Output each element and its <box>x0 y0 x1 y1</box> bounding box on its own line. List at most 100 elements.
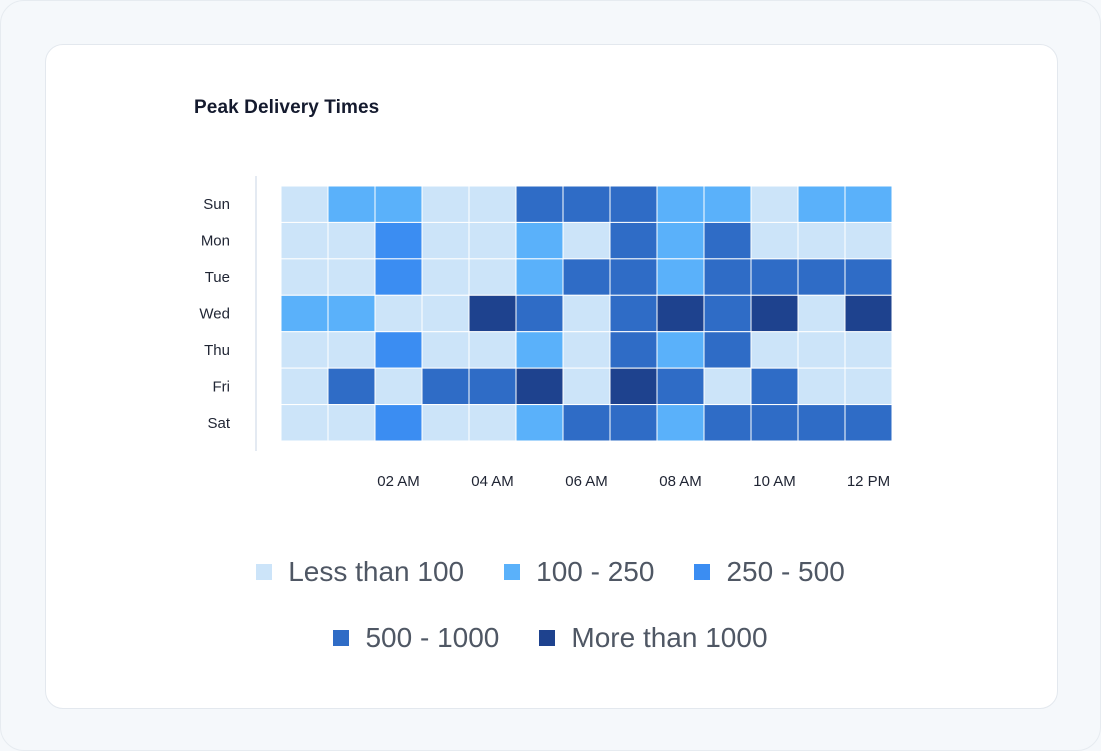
heatmap-cell <box>797 185 846 223</box>
legend-item: 250 - 500 <box>694 556 845 588</box>
heatmap-cell <box>750 331 799 369</box>
y-tick-label: Mon <box>201 233 230 250</box>
legend-swatch <box>333 630 350 646</box>
legend-label: More than 1000 <box>571 622 768 653</box>
heatmap-cell <box>797 404 846 442</box>
heatmap-cell <box>468 331 517 369</box>
heatmap-cell <box>797 294 846 333</box>
y-tick-label: Wed <box>199 306 230 323</box>
heatmap-cell <box>750 294 799 333</box>
heatmap-cell <box>844 294 893 333</box>
legend-label: 100 - 250 <box>536 556 655 587</box>
heatmap-cell <box>280 258 329 296</box>
heatmap-cell <box>421 331 470 369</box>
heatmap-cell <box>327 221 376 260</box>
y-axis-labels: Sun Mon Tue Wed Thu Fri Sat <box>199 196 230 432</box>
legend-item: Less than 100 <box>256 556 464 588</box>
heatmap-cell <box>515 331 564 369</box>
heatmap-cell <box>562 185 611 223</box>
legend-label: Less than 100 <box>288 556 465 587</box>
heatmap-cell <box>468 185 517 223</box>
heatmap-cell <box>844 404 893 442</box>
heatmap-cell <box>844 185 893 223</box>
x-tick-label: 06 AM <box>565 473 608 490</box>
heatmap-cell <box>562 221 611 260</box>
heatmap-cell <box>844 221 893 260</box>
heatmap-cell <box>656 258 705 296</box>
heatmap-cell <box>468 221 517 260</box>
heatmap-cell <box>421 258 470 296</box>
heatmap-cell <box>703 185 752 223</box>
heatmap-cell <box>468 294 517 333</box>
x-tick-label: 02 AM <box>377 473 420 490</box>
heatmap-cell <box>327 294 376 333</box>
heatmap-cell <box>374 221 423 260</box>
legend-item: More than 1000 <box>539 622 768 654</box>
heatmap-cell <box>562 258 611 296</box>
heatmap-cell <box>703 367 752 406</box>
heatmap-cell <box>750 221 799 260</box>
heatmap-cell <box>609 404 658 442</box>
heatmap-cell <box>280 185 329 223</box>
heatmap-cell <box>750 185 799 223</box>
heatmap-cell <box>797 258 846 296</box>
heatmap-cell <box>797 367 846 406</box>
heatmap-cell <box>609 258 658 296</box>
heatmap-cell <box>844 331 893 369</box>
y-tick-label: Thu <box>204 342 230 359</box>
heatmap-cell <box>656 221 705 260</box>
heatmap-cell <box>374 404 423 442</box>
heatmap-cell <box>750 404 799 442</box>
heatmap-cell <box>562 294 611 333</box>
legend-label: 500 - 1000 <box>365 622 500 653</box>
heatmap-cell <box>327 404 376 442</box>
heatmap-cell <box>327 367 376 406</box>
legend-item: 500 - 1000 <box>333 622 499 654</box>
heatmap-cell <box>703 221 752 260</box>
heatmap-cell <box>703 331 752 369</box>
heatmap-cell <box>562 367 611 406</box>
legend-item: 100 - 250 <box>504 556 654 588</box>
heatmap-cell <box>515 258 564 296</box>
heatmap-cell <box>280 294 329 333</box>
heatmap-cell <box>609 331 658 369</box>
heatmap-cell <box>656 331 705 369</box>
heatmap-cell <box>421 404 470 442</box>
legend-row-top: Less than 100 100 - 250 250 - 500 <box>0 556 1101 588</box>
heatmap-cells <box>280 185 893 442</box>
legend-swatch <box>256 564 273 580</box>
heatmap-cell <box>280 367 329 406</box>
legend-row-bottom: 500 - 1000 More than 1000 <box>0 622 1101 654</box>
legend-swatch <box>504 564 521 580</box>
heatmap-cell <box>515 294 564 333</box>
heatmap-cell <box>515 221 564 260</box>
y-tick-label: Tue <box>205 269 230 286</box>
heatmap-cell <box>562 404 611 442</box>
heatmap-cell <box>468 404 517 442</box>
heatmap-cell <box>468 258 517 296</box>
chart-title: Peak Delivery Times <box>194 97 380 118</box>
heatmap-cell <box>703 258 752 296</box>
heatmap-cell <box>844 258 893 296</box>
heatmap-cell <box>656 404 705 442</box>
heatmap-cell <box>374 367 423 406</box>
heatmap-cell <box>374 331 423 369</box>
heatmap-cell <box>656 367 705 406</box>
x-tick-label: 04 AM <box>471 473 514 490</box>
x-tick-label: 08 AM <box>659 473 702 490</box>
heatmap-cell <box>280 404 329 442</box>
legend-swatch <box>694 564 711 580</box>
x-tick-label: 12 PM <box>847 473 890 490</box>
y-tick-label: Sun <box>203 196 230 213</box>
heatmap-cell <box>609 185 658 223</box>
legend-swatch <box>539 630 556 646</box>
heatmap-cell <box>515 404 564 442</box>
heatmap-cell <box>515 185 564 223</box>
heatmap-cell <box>421 221 470 260</box>
heatmap-cell <box>750 258 799 296</box>
heatmap-cell <box>374 294 423 333</box>
heatmap-cell <box>421 367 470 406</box>
y-tick-label: Fri <box>213 378 231 395</box>
heatmap-cell <box>280 331 329 369</box>
